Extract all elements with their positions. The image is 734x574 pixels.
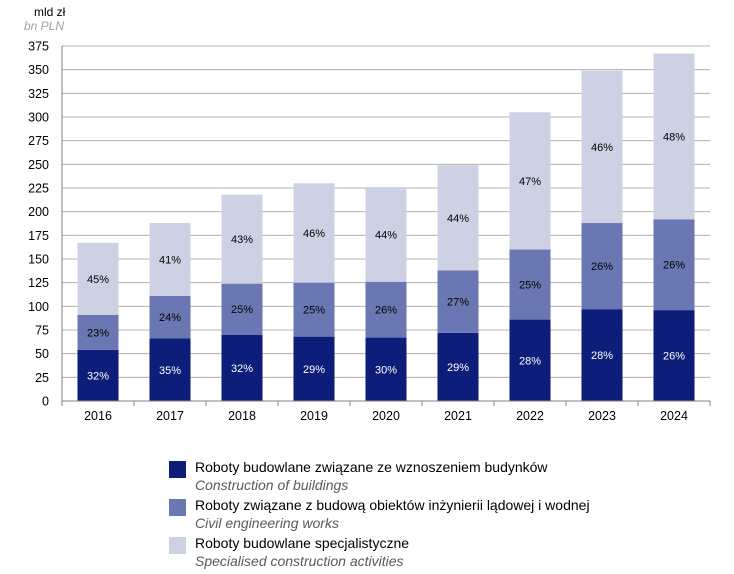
bar-segment: [149, 338, 191, 401]
bar-segment: [365, 281, 407, 338]
x-tick-label: 2019: [300, 409, 328, 423]
data-label: 47%: [519, 176, 541, 188]
data-label: 44%: [447, 213, 469, 225]
legend-label-buildings-en: Construction of buildings: [195, 477, 349, 493]
data-label: 26%: [591, 261, 613, 273]
x-tick-label: 2020: [372, 409, 400, 423]
x-tick-label: 2021: [444, 409, 472, 423]
data-label: 28%: [591, 350, 613, 362]
y-unit-label-en: bn PLN: [24, 19, 65, 33]
bar-segment: [437, 332, 479, 401]
data-label: 32%: [231, 363, 253, 375]
bar-segment: [653, 310, 695, 401]
y-tick-label: 325: [28, 87, 49, 101]
data-label: 23%: [87, 327, 109, 339]
data-label: 48%: [663, 131, 685, 143]
y-tick-label: 125: [28, 276, 49, 290]
y-tick-label: 200: [28, 205, 49, 219]
data-label: 44%: [375, 229, 397, 241]
data-label: 25%: [231, 304, 253, 316]
data-label: 46%: [303, 228, 325, 240]
legend-label-specialised: Roboty budowlane specjalistyczne: [195, 535, 410, 551]
y-tick-label: 175: [28, 229, 49, 243]
bar-segment: [149, 223, 191, 296]
bar-segment: [581, 70, 623, 224]
data-label: 29%: [447, 362, 469, 374]
y-tick-label: 25: [35, 371, 49, 385]
legend-swatch-specialised: [169, 537, 186, 554]
y-unit-label: mld zł: [34, 5, 66, 19]
bar-segment: [509, 249, 551, 320]
legend-swatch-civil-engineering: [169, 499, 186, 516]
y-tick-label: 300: [28, 111, 49, 125]
bar-segment: [77, 242, 119, 315]
x-tick-label: 2017: [156, 409, 184, 423]
bar-segment: [293, 282, 335, 337]
data-label: 32%: [87, 370, 109, 382]
data-label: 26%: [663, 260, 685, 272]
bar-segment: [581, 309, 623, 401]
data-label: 30%: [375, 364, 397, 376]
bar-segment: [437, 270, 479, 333]
x-tick-label: 2024: [660, 409, 688, 423]
bar-segment: [509, 112, 551, 250]
bar-segment: [437, 165, 479, 271]
data-label: 41%: [159, 254, 181, 266]
data-label: 28%: [519, 355, 541, 367]
y-tick-label: 350: [28, 63, 49, 77]
bar-segment: [77, 349, 119, 401]
data-label: 35%: [159, 365, 181, 377]
data-label: 27%: [447, 297, 469, 309]
y-tick-label: 50: [35, 347, 49, 361]
data-label: 25%: [519, 280, 541, 292]
bar-segment: [221, 194, 263, 284]
data-label: 46%: [591, 142, 613, 154]
bar-segment: [293, 183, 335, 283]
bar-segment: [149, 295, 191, 339]
data-label: 29%: [303, 364, 325, 376]
x-tick-label: 2018: [228, 409, 256, 423]
bar-segment: [221, 283, 263, 335]
data-label: 24%: [159, 312, 181, 324]
bar-segment: [653, 53, 695, 220]
y-tick-label: 0: [42, 395, 49, 409]
x-tick-label: 2016: [84, 409, 112, 423]
legend-label-civil-engineering: Roboty związane z budową obiektów inżyni…: [195, 497, 590, 513]
bar-segment: [221, 334, 263, 401]
bar-segment: [77, 314, 119, 350]
x-tick-label: 2023: [588, 409, 616, 423]
y-tick-label: 375: [28, 40, 49, 54]
bar-segment: [509, 319, 551, 401]
data-label: 25%: [303, 305, 325, 317]
y-tick-label: 225: [28, 182, 49, 196]
data-label: 26%: [663, 351, 685, 363]
bar-segment: [581, 223, 623, 310]
y-tick-label: 100: [28, 300, 49, 314]
bar-segment: [293, 336, 335, 401]
legend-swatch-buildings: [169, 461, 186, 478]
y-tick-label: 150: [28, 253, 49, 267]
bar-segment: [365, 187, 407, 282]
y-tick-label: 75: [35, 324, 49, 338]
y-tick-label: 250: [28, 158, 49, 172]
legend-label-civil-engineering-en: Civil engineering works: [195, 515, 339, 531]
data-label: 45%: [87, 274, 109, 286]
data-label: 26%: [375, 305, 397, 317]
bar-segment: [365, 337, 407, 401]
x-tick-label: 2022: [516, 409, 544, 423]
legend-label-specialised-en: Specialised construction activities: [195, 553, 404, 569]
data-label: 43%: [231, 234, 253, 246]
legend-label-buildings: Roboty budowlane związane ze wznoszeniem…: [195, 459, 548, 475]
plot-area: 32% 23% 45% 35% 24% 41% 32% 25% 43% 29% 25% 46% 30% 2…: [28, 40, 711, 423]
bar-segment: [653, 219, 695, 311]
y-tick-label: 275: [28, 134, 49, 148]
